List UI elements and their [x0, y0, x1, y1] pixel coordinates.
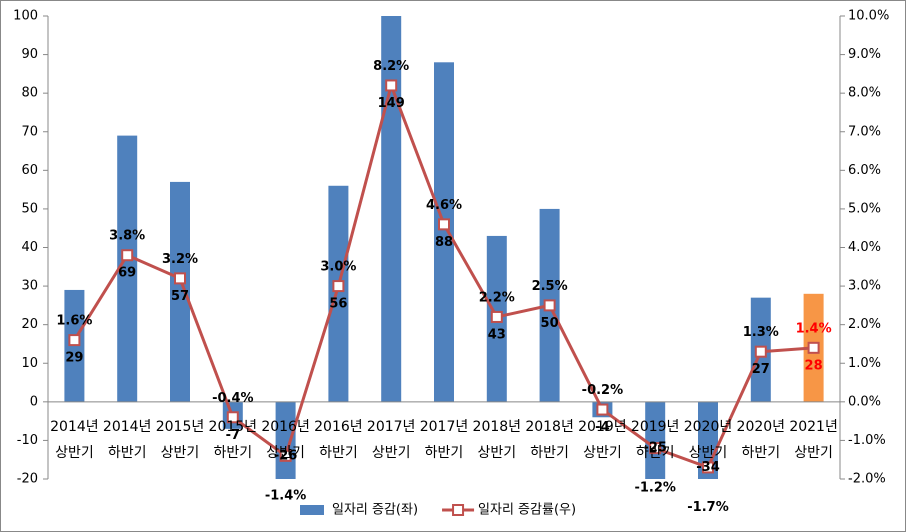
rate-label: -1.7% [687, 500, 728, 515]
line-marker [438, 218, 450, 231]
line-marker [226, 411, 239, 424]
y-tick-label: 80 [21, 86, 38, 101]
value-label: -25 [643, 441, 667, 456]
y-tick-label: 70 [21, 124, 38, 139]
line-marker [754, 345, 767, 358]
rate-label: 8.2% [373, 59, 409, 74]
y2-tick-label: -2.0% [848, 472, 886, 487]
rate-label: 2.5% [532, 279, 568, 294]
line-marker [385, 79, 398, 92]
x-tick-label: 2018년 하반기 [525, 418, 574, 461]
x-tick-label: 2021년 상반기 [789, 418, 838, 461]
legend-label: 일자리 증감(좌) [332, 503, 418, 518]
y2-tick-label: 5.0% [848, 201, 881, 216]
y2-tick-label: 7.0% [848, 124, 881, 139]
rate-label: -0.4% [212, 391, 253, 406]
line-marker [702, 461, 714, 474]
rate-label: 3.2% [162, 252, 198, 267]
rate-label: 1.3% [743, 325, 779, 340]
x-tick-label: 2020년 상반기 [683, 418, 733, 461]
y2-tick-label: -1.0% [848, 433, 886, 448]
y2-tick-label: 10.0% [848, 9, 889, 24]
bar [434, 62, 454, 402]
x-tick-label: 2018년 상반기 [472, 418, 522, 461]
y2-tick-label: 8.0% [848, 86, 881, 101]
line-marker [543, 299, 556, 312]
value-label: -7 [226, 428, 240, 443]
x-tick-label: 2015년 상반기 [155, 418, 205, 461]
value-label: 149 [378, 96, 405, 111]
legend-swatch [300, 505, 324, 515]
value-label: 69 [118, 266, 136, 281]
value-label: 29 [65, 351, 83, 366]
value-label: 56 [329, 297, 347, 312]
y2-tick-label: 0.0% [848, 394, 881, 409]
y-tick-label: 0 [30, 394, 38, 409]
y-tick-label: 30 [21, 279, 38, 294]
y2-tick-label: 4.0% [848, 240, 881, 255]
legend-label: 일자리 증감률(우) [478, 503, 576, 518]
rate-label: 3.0% [320, 260, 356, 275]
bar [645, 401, 666, 479]
rate-label: -1.2% [634, 481, 675, 496]
y2-tick-label: 6.0% [848, 163, 881, 178]
y-tick-label: 50 [21, 201, 38, 216]
value-label: -34 [696, 460, 720, 475]
line-marker [807, 341, 820, 354]
value-label: -4 [595, 420, 609, 435]
rate-label: 1.4% [796, 321, 832, 336]
y-tick-label: 90 [21, 47, 38, 62]
line-marker [279, 449, 292, 462]
line-marker [490, 310, 503, 323]
line-marker [332, 280, 345, 293]
x-tick-label: 2016년 하반기 [314, 418, 363, 461]
value-label: -26 [274, 448, 298, 463]
value-label: 88 [435, 235, 453, 250]
rate-label: 2.2% [479, 290, 515, 305]
x-tick-label: 2015년 하반기 [208, 418, 258, 461]
value-label: 28 [805, 358, 823, 373]
value-label: 57 [171, 289, 189, 304]
line-marker [649, 442, 662, 455]
x-tick-label: 2019년 하반기 [630, 418, 680, 461]
rate-label: 3.8% [109, 229, 145, 244]
line-marker [174, 272, 186, 285]
y2-tick-label: 3.0% [848, 279, 881, 294]
rate-label: -1.4% [265, 488, 306, 503]
y-tick-label: 100 [13, 9, 38, 24]
y-tick-label: -10 [17, 433, 38, 448]
x-tick-label: 2016년 상반기 [261, 418, 310, 461]
y-tick-label: 10 [21, 356, 38, 371]
y-tick-label: 40 [21, 240, 38, 255]
y-tick-label: 60 [21, 163, 38, 178]
x-tick-label: 2020년 하반기 [736, 418, 786, 461]
rate-label: 4.6% [426, 198, 462, 213]
y-tick-label: 20 [21, 317, 38, 332]
x-tick-label: 2019년 상반기 [578, 418, 627, 461]
value-label: 43 [488, 327, 506, 342]
x-tick-label: 2014년 상반기 [50, 418, 99, 461]
bar [328, 185, 349, 402]
value-label: 50 [541, 316, 559, 331]
line-marker [121, 249, 134, 262]
bar [117, 135, 138, 402]
value-label: 27 [752, 362, 770, 377]
line-marker [596, 403, 609, 416]
rate-label: 1.6% [56, 314, 92, 329]
line-marker [68, 334, 81, 347]
legend-swatch [452, 504, 465, 516]
y2-tick-label: 1.0% [848, 356, 881, 371]
x-tick-label: 2017년 하반기 [419, 418, 469, 461]
bar [381, 16, 402, 402]
rate-label: -0.2% [582, 383, 623, 398]
y2-tick-label: 2.0% [848, 317, 881, 332]
y2-tick-label: 9.0% [848, 47, 881, 62]
x-tick-label: 2017년 상반기 [366, 418, 416, 461]
bar [170, 181, 190, 402]
x-tick-label: 2014년 하반기 [102, 418, 152, 461]
y-tick-label: -20 [17, 472, 38, 487]
